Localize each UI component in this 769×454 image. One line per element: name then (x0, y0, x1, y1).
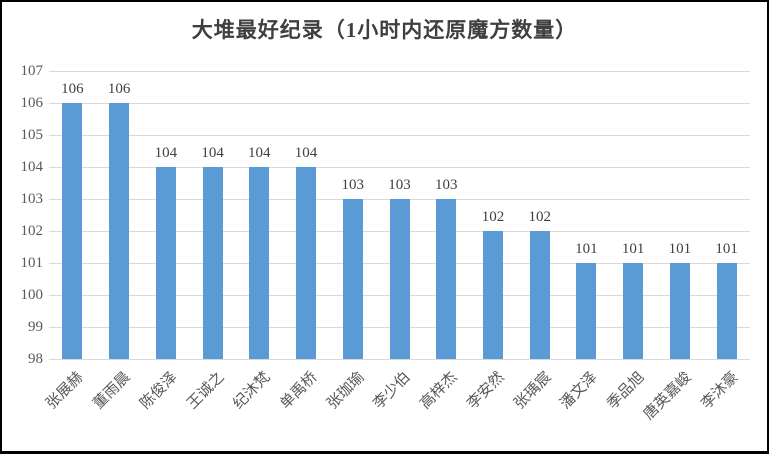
bar-value-label: 104 (248, 145, 271, 161)
gridline (49, 359, 750, 360)
bar-value-label: 104 (294, 145, 318, 161)
x-axis-category-label: 季品旭 (604, 369, 648, 413)
bar-value-label: 103 (341, 177, 365, 193)
chart-title: 大堆最好纪录（1小时内还原魔方数量） (191, 18, 578, 42)
bar (62, 103, 83, 359)
gridline (49, 167, 750, 168)
x-axis-category-label: 唐英嘉峻 (640, 369, 695, 424)
x-axis-category-label: 王诚之 (184, 369, 228, 413)
y-axis-tick-label: 101 (20, 255, 44, 271)
bar-value-label: 101 (621, 241, 645, 257)
bar-value-label: 104 (201, 145, 224, 161)
bar-value-label: 101 (715, 241, 738, 257)
x-axis-category-label: 陈俊泽 (137, 369, 181, 413)
bar (623, 263, 644, 359)
y-axis-tick-label: 107 (20, 63, 44, 79)
bar-value-label: 103 (434, 177, 458, 193)
bar-value-label: 106 (107, 81, 131, 97)
y-axis-tick-label: 105 (20, 127, 44, 143)
x-axis-category-label: 李少伯 (370, 369, 415, 413)
bar (249, 167, 270, 359)
gridline (49, 103, 750, 104)
bar-value-label: 101 (668, 241, 692, 257)
x-axis-category-label: 高梓杰 (417, 369, 461, 413)
x-axis-category-label: 李安然 (464, 369, 508, 413)
y-axis-tick-label: 103 (20, 191, 44, 207)
bar-value-label: 102 (528, 209, 551, 225)
bar (202, 167, 223, 359)
bar (296, 167, 317, 359)
y-axis-tick-label: 99 (28, 319, 43, 335)
y-axis-tick-label: 106 (20, 95, 44, 111)
y-axis-tick-label: 104 (20, 159, 44, 175)
bar (436, 199, 457, 359)
x-axis-category-label: 潘文泽 (557, 369, 602, 413)
bar-value-label: 106 (61, 81, 84, 97)
bar (576, 263, 597, 359)
x-axis-category-label: 李沐豪 (698, 369, 742, 413)
bar-value-label: 104 (154, 145, 178, 161)
x-axis-category-label: 纪沐梵 (230, 369, 274, 413)
bar (389, 199, 410, 359)
x-axis-category-label: 董雨晨 (90, 369, 134, 413)
x-axis-category-label: 张珈瑜 (324, 369, 368, 413)
x-axis-category-label: 单禹桥 (277, 369, 321, 413)
x-axis-category-label: 张瑀宸 (511, 369, 555, 413)
bar-value-label: 102 (481, 209, 505, 225)
bar-value-label: 103 (388, 177, 411, 193)
bar (342, 199, 363, 359)
bar-value-label: 101 (575, 241, 598, 257)
bar (155, 167, 176, 359)
bar (716, 263, 737, 359)
x-axis-category-label: 张展赫 (43, 369, 87, 413)
y-axis-tick-label: 100 (20, 287, 44, 303)
bar (482, 231, 503, 359)
bar (669, 263, 690, 359)
bar (529, 231, 550, 359)
gridline (49, 135, 750, 136)
bar (109, 103, 130, 359)
gridline (49, 71, 750, 72)
y-axis-tick-label: 102 (20, 223, 44, 239)
y-axis-tick-label: 98 (28, 351, 43, 367)
